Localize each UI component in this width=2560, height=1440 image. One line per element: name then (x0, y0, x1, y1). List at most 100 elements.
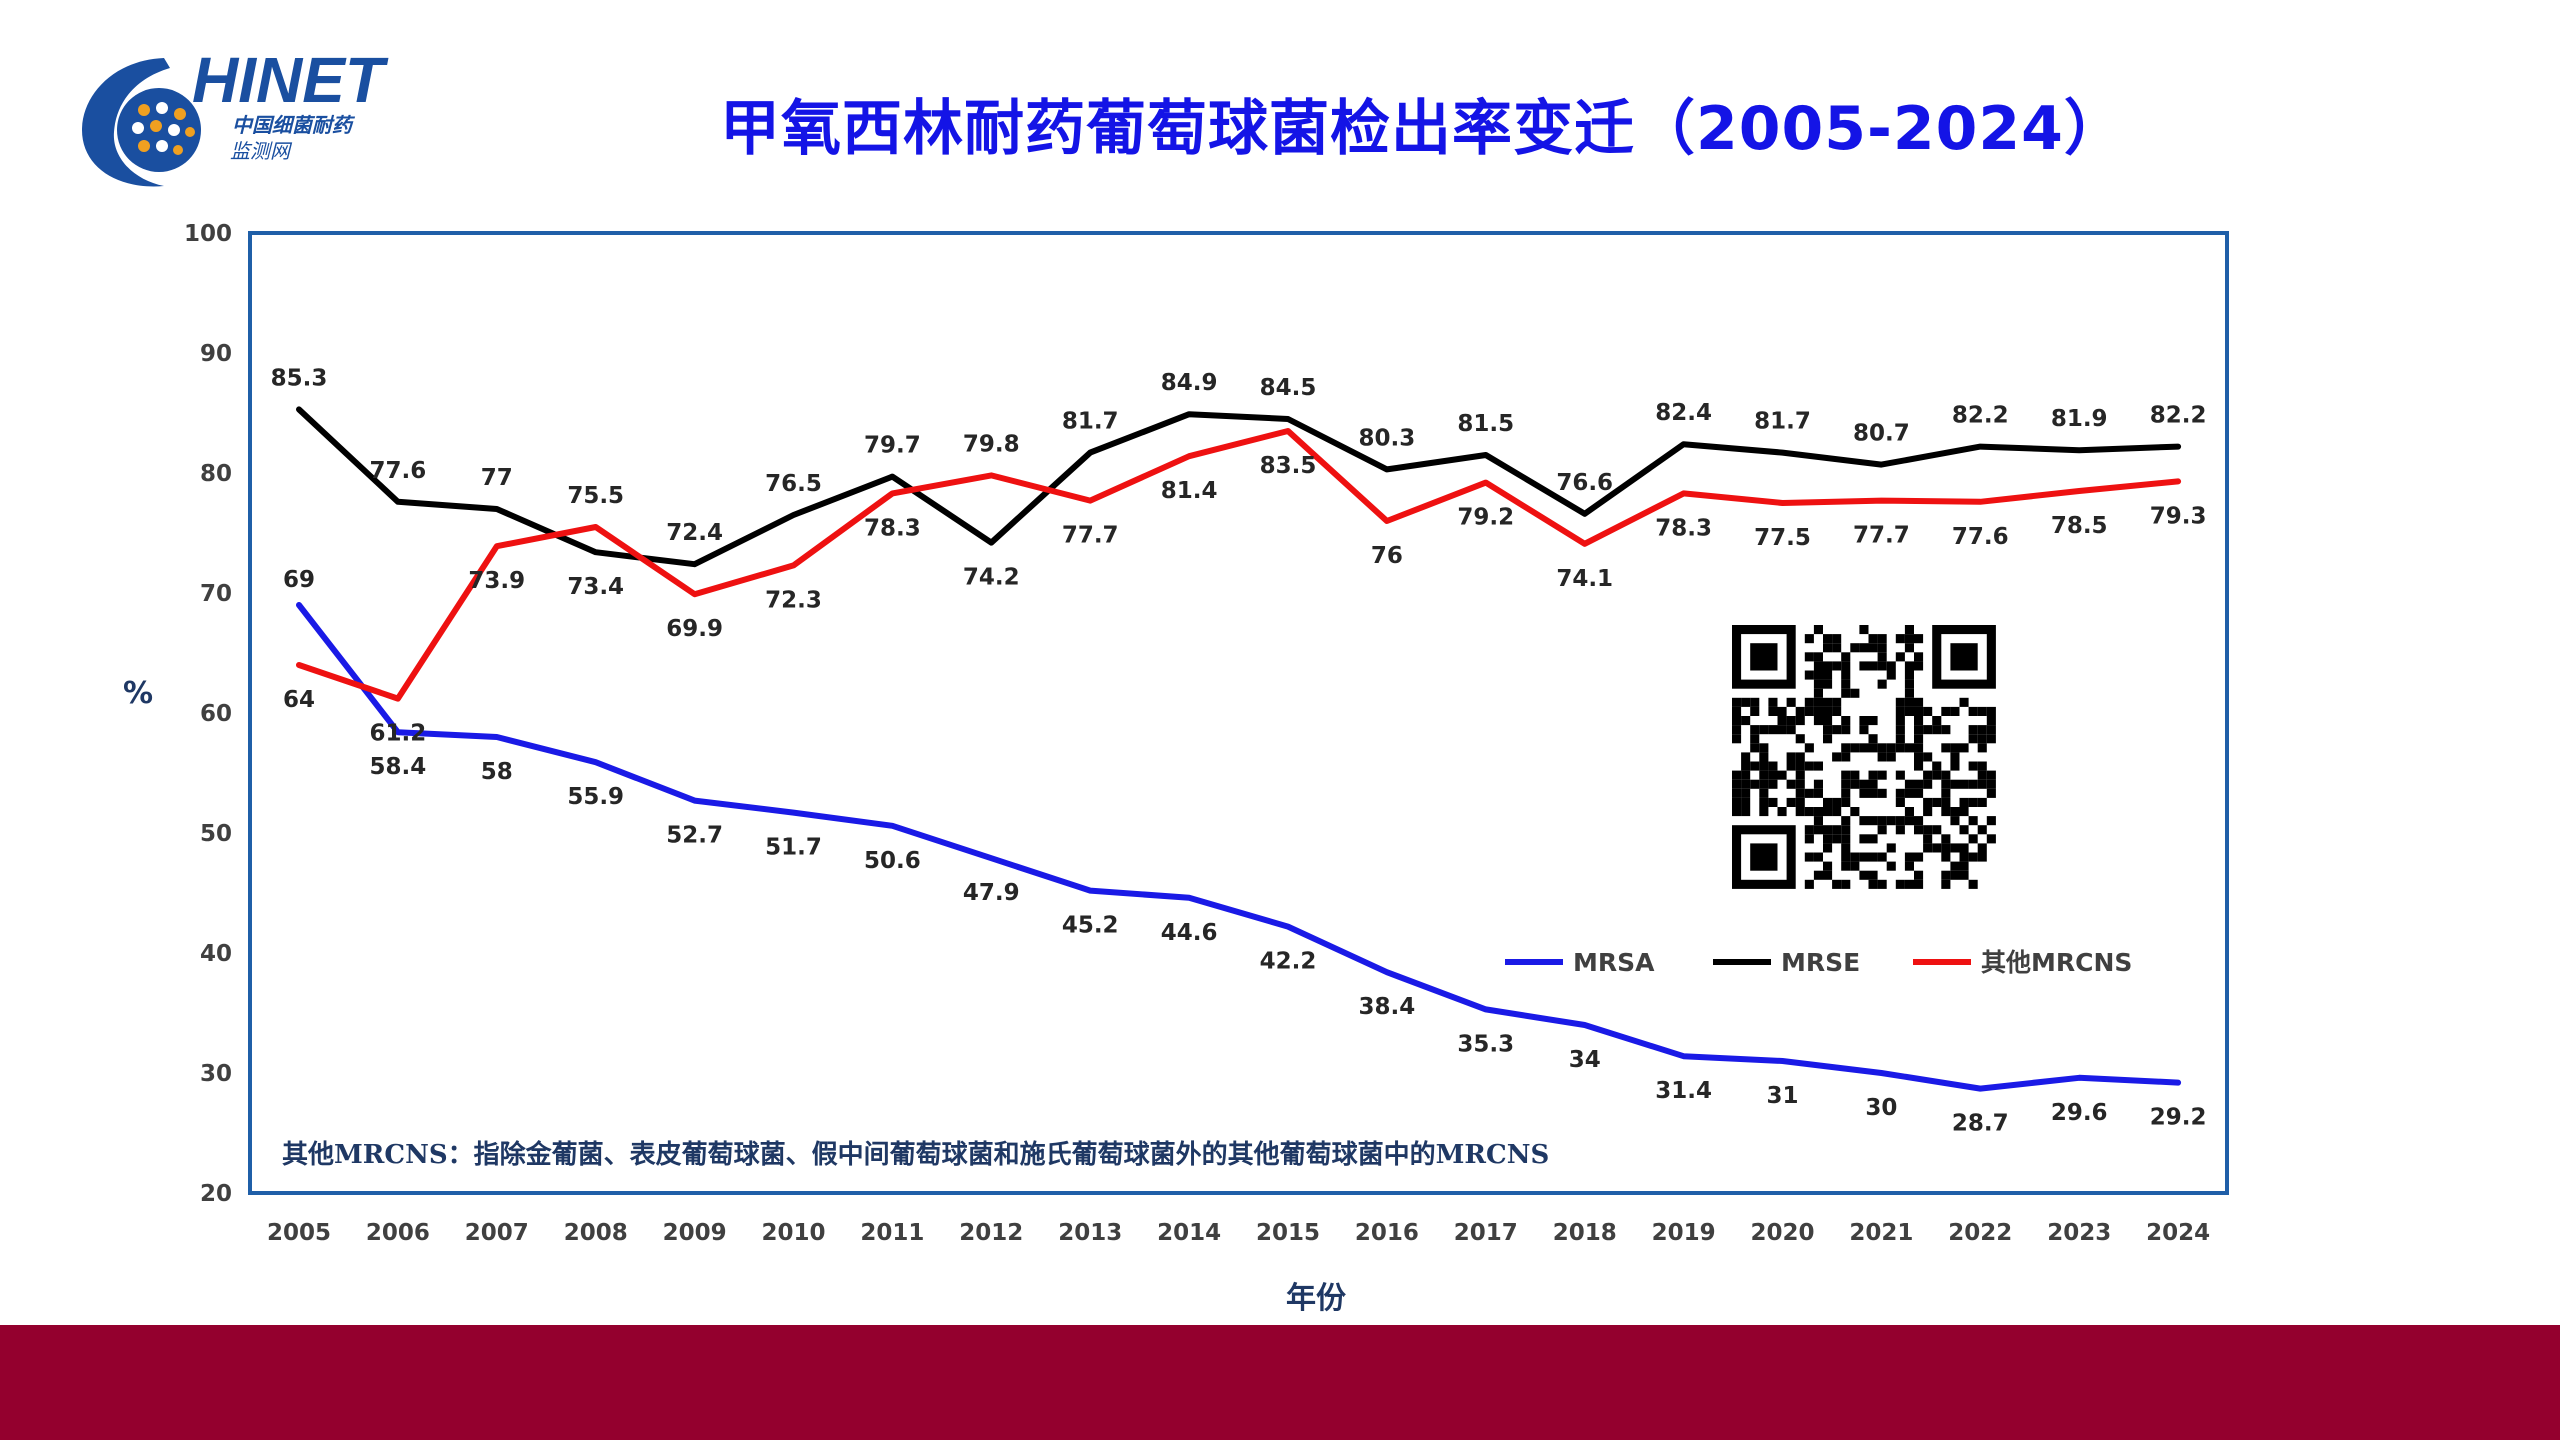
chinet-logo: HINET 中国细菌耐药 监测网 (82, 44, 389, 187)
y-tick-label: 50 (200, 821, 232, 847)
x-tick-label: 2006 (366, 1220, 430, 1246)
x-axis-label: 年份 (1286, 1281, 1346, 1316)
data-label-mrse: 80.7 (1853, 421, 1910, 447)
data-label-mrcns: 77.5 (1754, 525, 1811, 551)
data-label-mrsa: 44.6 (1161, 920, 1218, 946)
x-tick-label: 2014 (1157, 1220, 1221, 1246)
data-label-mrsa: 29.6 (2051, 1100, 2108, 1126)
legend: MRSA MRSE 其他MRCNS (1505, 948, 2132, 977)
data-label-mrse: 82.2 (1952, 403, 2009, 429)
y-axis-label: % (123, 676, 153, 711)
data-label-mrcns: 81.4 (1161, 478, 1218, 504)
x-tick-label: 2010 (761, 1220, 825, 1246)
data-label-mrse: 85.3 (271, 365, 328, 391)
x-tick-label: 2018 (1553, 1220, 1617, 1246)
data-label-mrsa: 34 (1569, 1047, 1601, 1073)
data-label-mrcns: 77.6 (1952, 524, 2009, 550)
qr-code-image (1726, 619, 2002, 895)
legend-label: MRSE (1781, 948, 1860, 977)
legend-label: 其他MRCNS (1981, 948, 2132, 977)
data-label-mrsa: 52.7 (666, 823, 723, 849)
data-label-mrsa: 38.4 (1359, 994, 1416, 1020)
data-label-mrcns: 78.5 (2051, 513, 2108, 539)
data-label-mrcns: 64 (283, 687, 315, 713)
footer-band (0, 1325, 2560, 1440)
data-label-mrcns: 61.2 (370, 721, 427, 747)
logo-subtitle-1: 中国细菌耐药 (232, 113, 356, 137)
y-tick-label: 40 (200, 941, 232, 967)
data-label-mrsa: 69 (283, 567, 315, 593)
series-lines (296, 406, 2182, 1092)
x-tick-label: 2013 (1058, 1220, 1122, 1246)
y-tick-label: 60 (200, 701, 232, 727)
x-tick-label: 2016 (1355, 1220, 1419, 1246)
data-label-mrsa: 58.4 (370, 754, 427, 780)
plot-frame (248, 231, 2229, 1195)
data-label-mrcns: 78.3 (864, 515, 921, 541)
data-label-mrsa: 28.7 (1952, 1111, 2009, 1137)
series-line-MRSE (296, 406, 2182, 568)
data-label-mrcns: 73.9 (468, 568, 525, 594)
data-label-mrsa: 42.2 (1260, 949, 1317, 975)
x-tick-label: 2007 (465, 1220, 529, 1246)
y-tick-label: 90 (200, 341, 232, 367)
data-label-mrse: 77 (481, 465, 513, 491)
chart-title: 甲氧西林耐药葡萄球菌检出率变迁（2005-2024） (720, 94, 2125, 164)
x-axis: 2005 2006 2007 2008 2009 2010 2011 2012 2013 2014… (267, 1220, 2210, 1246)
logo-brand: HINET (192, 44, 389, 116)
series-line-其他MRCNS (296, 428, 2182, 702)
x-tick-label: 2015 (1256, 1220, 1320, 1246)
data-label-mrsa: 47.9 (963, 880, 1020, 906)
data-label-mrcns: 79.3 (2150, 503, 2207, 529)
data-label-mrcns: 72.3 (765, 587, 822, 613)
data-labels: 69 85.3 64 58.4 77.6 61.2 58 77 73.9 55.9 75.5 73.4… (271, 365, 2207, 1136)
data-label-mrcns: 79.8 (963, 431, 1020, 457)
data-label-mrse: 81.7 (1062, 409, 1119, 435)
y-tick-label: 80 (200, 461, 232, 487)
data-label-mrcns: 83.5 (1260, 453, 1317, 479)
data-label-mrse: 76.6 (1556, 470, 1613, 496)
x-tick-label: 2008 (564, 1220, 628, 1246)
data-label-mrsa: 51.7 (765, 835, 822, 861)
data-label-mrse: 80.3 (1359, 425, 1416, 451)
x-tick-label: 2017 (1454, 1220, 1518, 1246)
data-label-mrse: 79.7 (864, 433, 921, 459)
data-label-mrcns: 79.2 (1457, 505, 1514, 531)
data-label-mrse: 77.6 (370, 458, 427, 484)
data-label-mrsa: 50.6 (864, 848, 921, 874)
data-label-mrse: 81.5 (1457, 411, 1514, 437)
data-label-mrse: 84.9 (1161, 370, 1218, 396)
data-label-mrsa: 35.3 (1457, 1031, 1514, 1057)
data-label-mrcns: 74.1 (1556, 566, 1613, 592)
data-label-mrse: 74.2 (963, 565, 1020, 591)
y-axis: 20 30 40 50 60 70 80 90 100 (184, 221, 232, 1207)
x-tick-label: 2019 (1652, 1220, 1716, 1246)
data-label-mrcns: 77.7 (1853, 523, 1910, 549)
x-tick-label: 2012 (959, 1220, 1023, 1246)
logo-subtitle-2: 监测网 (230, 139, 293, 163)
data-label-mrsa: 30 (1865, 1095, 1897, 1121)
logo-swoosh-icon (82, 58, 170, 187)
data-label-mrse: 82.2 (2150, 403, 2207, 429)
x-tick-label: 2011 (860, 1220, 924, 1246)
data-label-mrse: 76.5 (765, 471, 822, 497)
x-tick-label: 2024 (2146, 1220, 2210, 1246)
data-label-mrsa: 58 (481, 759, 513, 785)
data-label-mrse: 81.9 (2051, 406, 2108, 432)
legend-label: MRSA (1573, 948, 1655, 977)
data-label-mrcns: 78.3 (1655, 515, 1712, 541)
x-tick-label: 2023 (2047, 1220, 2111, 1246)
data-label-mrsa: 55.9 (567, 784, 624, 810)
data-label-mrcns: 76 (1371, 543, 1403, 569)
logo-dots-icon (132, 102, 195, 155)
data-label-mrcns: 75.5 (567, 483, 624, 509)
x-tick-label: 2020 (1750, 1220, 1814, 1246)
data-label-mrse: 73.4 (567, 574, 624, 600)
y-tick-label: 70 (200, 581, 232, 607)
data-label-mrcns: 69.9 (666, 616, 723, 642)
x-tick-label: 2022 (1948, 1220, 2012, 1246)
y-tick-label: 20 (200, 1181, 232, 1207)
y-tick-label: 100 (184, 221, 232, 247)
x-tick-label: 2009 (663, 1220, 727, 1246)
y-tick-label: 30 (200, 1061, 232, 1087)
